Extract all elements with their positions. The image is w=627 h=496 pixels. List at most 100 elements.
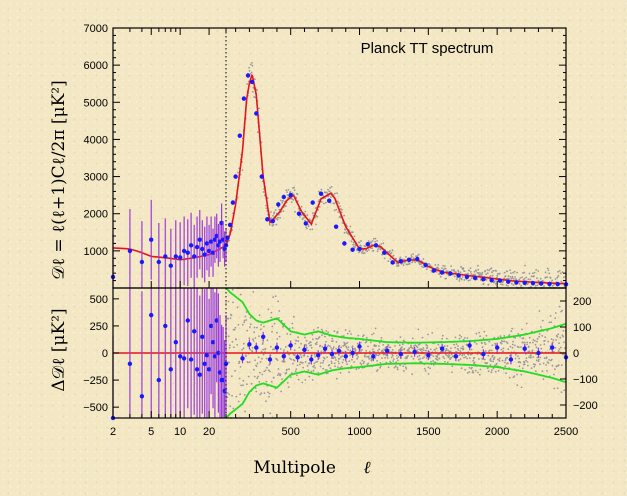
unbinned-residual-point	[277, 374, 279, 376]
unbinned-residual-point	[238, 361, 240, 363]
unbinned-residual-point	[544, 340, 546, 342]
unbinned-residual-point	[258, 381, 260, 383]
unbinned-data-point	[527, 278, 529, 280]
unbinned-residual-point	[555, 312, 557, 314]
unbinned-data-point	[559, 270, 561, 272]
unbinned-residual-point	[346, 347, 348, 349]
unbinned-residual-point	[258, 356, 260, 358]
unbinned-residual-point	[292, 327, 294, 329]
unbinned-data-point	[387, 260, 389, 262]
unbinned-residual-point	[280, 391, 282, 393]
unbinned-data-point	[468, 280, 470, 282]
unbinned-residual-point	[496, 363, 498, 365]
unbinned-residual-point	[544, 357, 546, 359]
model-curve	[113, 75, 566, 283]
unbinned-residual-point	[396, 357, 398, 359]
unbinned-residual-point	[483, 331, 485, 333]
unbinned-residual-point	[407, 355, 409, 357]
unbinned-residual-point	[400, 336, 402, 338]
unbinned-data-point	[513, 284, 515, 286]
unbinned-residual-point	[546, 356, 548, 358]
residual-point	[295, 355, 299, 359]
unbinned-residual-point	[392, 355, 394, 357]
binned-residual-points	[111, 288, 568, 420]
unbinned-data-point	[307, 214, 309, 216]
unbinned-residual-point	[562, 336, 564, 338]
unbinned-residual-point	[231, 395, 233, 397]
unbinned-data-point	[464, 270, 466, 272]
unbinned-data-point	[524, 265, 526, 267]
unbinned-data-point	[534, 272, 536, 274]
unbinned-residual-point	[300, 354, 302, 356]
unbinned-data-point	[301, 206, 303, 208]
unbinned-residual-point	[236, 344, 238, 346]
residual-point	[550, 345, 554, 349]
unbinned-residual-point	[292, 363, 294, 365]
unbinned-residual-point	[548, 359, 550, 361]
unbinned-residual-point	[245, 355, 247, 357]
unbinned-residual-point	[345, 343, 347, 345]
unbinned-residual-point	[498, 370, 500, 372]
unbinned-data-point	[254, 78, 256, 80]
unbinned-data-point	[373, 238, 375, 240]
unbinned-data-point	[293, 187, 295, 189]
unbinned-residual-point	[270, 317, 272, 319]
unbinned-data-point	[382, 242, 384, 244]
unbinned-residual-point	[263, 354, 265, 356]
unbinned-residual-point	[444, 345, 446, 347]
unbinned-residual-point	[272, 296, 274, 298]
unbinned-residual-point	[550, 321, 552, 323]
unbinned-residual-point	[334, 365, 336, 367]
unbinned-data-point	[536, 277, 538, 279]
unbinned-residual-point	[262, 349, 264, 351]
unbinned-residual-point	[249, 361, 251, 363]
unbinned-residual-point	[301, 382, 303, 384]
unbinned-residual-point	[246, 330, 248, 332]
unbinned-data-point	[507, 285, 509, 287]
unbinned-residual-point	[304, 379, 306, 381]
unbinned-residual-point	[234, 370, 236, 372]
unbinned-residual-point	[356, 368, 358, 370]
unbinned-residual-point	[384, 357, 386, 359]
unbinned-residual-point	[418, 348, 420, 350]
unbinned-data-point	[275, 209, 277, 211]
unbinned-data-point	[511, 283, 513, 285]
unbinned-data-point	[336, 192, 338, 194]
unbinned-residual-point	[308, 343, 310, 345]
unbinned-residual-point	[416, 349, 418, 351]
chart-title: Planck TT spectrum	[361, 40, 494, 57]
unbinned-residual-point	[301, 356, 303, 358]
unbinned-residual-point	[332, 340, 334, 342]
unbinned-residual-point	[529, 342, 531, 344]
unbinned-residual-point	[336, 378, 338, 380]
unbinned-residual-point	[277, 301, 279, 303]
unbinned-residual-point	[305, 345, 307, 347]
unbinned-data-point	[392, 249, 394, 251]
residual-y-tick-label: −500	[83, 402, 108, 414]
unbinned-residual-point	[451, 371, 453, 373]
unbinned-residual-point	[486, 362, 488, 364]
unbinned-residual-point	[313, 329, 315, 331]
unbinned-data-point	[375, 238, 377, 240]
data-point	[140, 260, 144, 264]
unbinned-data-point	[411, 262, 413, 264]
unbinned-data-point	[495, 283, 497, 285]
unbinned-residual-point	[457, 345, 459, 347]
residual-point	[536, 351, 540, 355]
x-axis-label: Multipole	[253, 458, 336, 478]
unbinned-residual-point	[354, 348, 356, 350]
unbinned-residual-point	[559, 306, 561, 308]
unbinned-residual-point	[340, 356, 342, 358]
unbinned-residual-point	[242, 384, 244, 386]
unbinned-residual-point	[325, 341, 327, 343]
unbinned-residual-point	[228, 301, 230, 303]
unbinned-residual-point	[517, 355, 519, 357]
unbinned-data-point	[475, 270, 477, 272]
unbinned-residual-point	[507, 348, 509, 350]
unbinned-data-point	[242, 169, 244, 171]
unbinned-residual-point	[253, 369, 255, 371]
unbinned-residual-point	[240, 294, 242, 296]
unbinned-data-point	[521, 276, 523, 278]
unbinned-residual-point	[504, 362, 506, 364]
unbinned-residual-point	[423, 356, 425, 358]
